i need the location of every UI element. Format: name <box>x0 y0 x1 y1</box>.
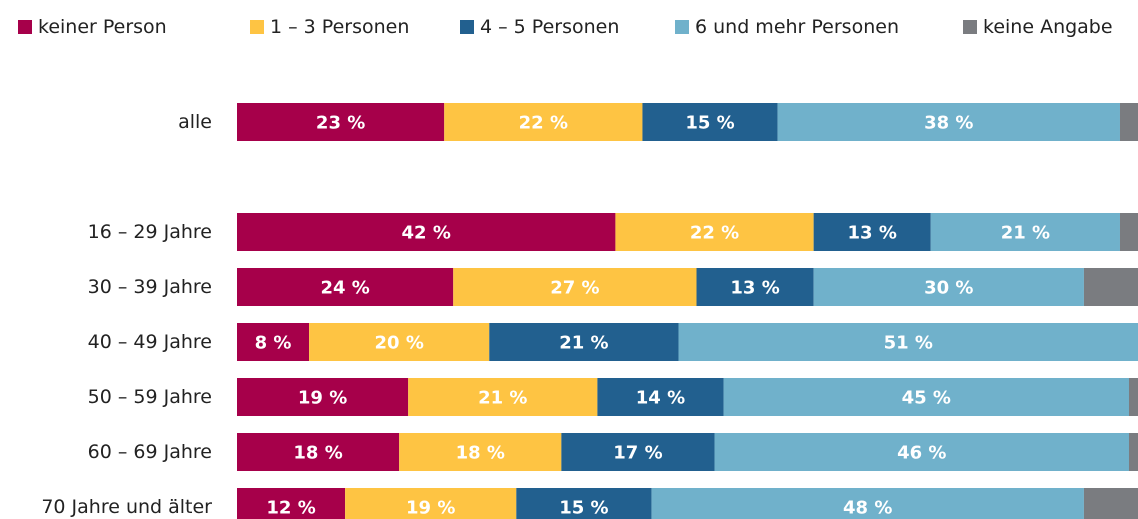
value-label: 18 % <box>456 443 505 464</box>
value-label: 21 % <box>1001 223 1050 244</box>
bar-segment <box>1119 103 1138 141</box>
bar-segment <box>642 103 778 141</box>
value-label: 27 % <box>550 278 599 299</box>
bar-segment <box>813 213 931 251</box>
legend-swatch <box>18 20 32 34</box>
value-label: 38 % <box>924 113 973 134</box>
bar-segment <box>489 323 679 361</box>
legend-label: 6 und mehr Personen <box>695 16 899 38</box>
bar-segment <box>408 378 598 416</box>
y-tick-label: alle <box>178 111 212 133</box>
bar-segment <box>453 268 697 306</box>
bar-segment <box>561 433 715 471</box>
bar-segment <box>651 488 1084 519</box>
value-label: 22 % <box>519 113 568 134</box>
bar-segment <box>723 378 1129 416</box>
bar-segment <box>678 323 1138 361</box>
legend-label: keine Angabe <box>983 16 1113 38</box>
legend-swatch <box>963 20 977 34</box>
bar-segment <box>237 323 310 361</box>
bar-segment <box>444 103 643 141</box>
value-label: 21 % <box>559 333 608 354</box>
bar-segment <box>237 378 409 416</box>
value-label: 15 % <box>559 498 608 519</box>
y-tick-label: 40 – 49 Jahre <box>88 331 212 353</box>
bar-segment <box>1083 488 1138 519</box>
legend-swatch <box>675 20 689 34</box>
bar-segment <box>1119 213 1138 251</box>
bar-segment <box>516 488 652 519</box>
bar-segment <box>237 433 400 471</box>
bar-segment <box>597 378 724 416</box>
bar-segment <box>813 268 1084 306</box>
bar-segment <box>1128 433 1138 471</box>
value-label: 46 % <box>897 443 946 464</box>
value-label: 12 % <box>266 498 315 519</box>
bar-segment <box>1128 378 1138 416</box>
value-label: 17 % <box>613 443 662 464</box>
value-label: 19 % <box>406 498 455 519</box>
y-tick-label: 16 – 29 Jahre <box>88 221 212 243</box>
bar-segment <box>345 488 517 519</box>
value-label: 22 % <box>690 223 739 244</box>
bar-segment <box>399 433 562 471</box>
value-label: 15 % <box>685 113 734 134</box>
value-label: 8 % <box>255 333 292 354</box>
value-label: 14 % <box>636 388 685 409</box>
value-label: 13 % <box>848 223 897 244</box>
bar-segment <box>696 268 814 306</box>
y-tick-label: 30 – 39 Jahre <box>88 276 212 298</box>
value-label: 48 % <box>843 498 892 519</box>
bar-segment <box>237 488 346 519</box>
value-label: 30 % <box>924 278 973 299</box>
bar-segment <box>930 213 1120 251</box>
y-tick-label: 50 – 59 Jahre <box>88 386 212 408</box>
bar-segment <box>1083 268 1138 306</box>
bar-segment <box>615 213 814 251</box>
bar-segment <box>237 103 445 141</box>
bar-segment <box>237 268 454 306</box>
legend-swatch <box>250 20 264 34</box>
value-label: 45 % <box>902 388 951 409</box>
value-label: 13 % <box>730 278 779 299</box>
y-tick-label: 70 Jahre und älter <box>41 496 212 518</box>
value-label: 20 % <box>375 333 424 354</box>
value-label: 23 % <box>316 113 365 134</box>
legend-label: 1 – 3 Personen <box>270 16 409 38</box>
legend-swatch <box>460 20 474 34</box>
value-label: 19 % <box>298 388 347 409</box>
bar-segment <box>309 323 490 361</box>
legend-label: 4 – 5 Personen <box>480 16 619 38</box>
bar-segment <box>714 433 1129 471</box>
value-label: 42 % <box>402 223 451 244</box>
bar-segment <box>777 103 1120 141</box>
bar-segment <box>237 213 616 251</box>
value-label: 21 % <box>478 388 527 409</box>
legend-label: keiner Person <box>38 16 167 38</box>
y-tick-label: 60 – 69 Jahre <box>88 441 212 463</box>
value-label: 51 % <box>884 333 933 354</box>
value-label: 24 % <box>320 278 369 299</box>
value-label: 18 % <box>293 443 342 464</box>
